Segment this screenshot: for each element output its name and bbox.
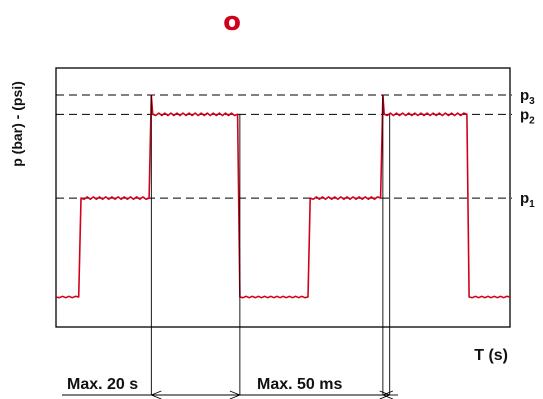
annotation-arrow-end-0 bbox=[229, 390, 241, 399]
plot-frame bbox=[55, 67, 511, 328]
reference-label-p3: p3 bbox=[520, 87, 535, 107]
x-axis-label: T (s) bbox=[474, 347, 508, 364]
annotation-arrow-end-1 bbox=[379, 390, 390, 399]
annotation-arrow-start-1 bbox=[382, 390, 394, 399]
y-axis-label: p (bar) - (psi) bbox=[9, 81, 25, 167]
annotation-label-1: Max. 50 ms bbox=[257, 376, 342, 393]
badge-letter: o bbox=[223, 7, 241, 37]
annotation-label-0: Max. 20 s bbox=[67, 376, 138, 393]
reference-lines bbox=[56, 94, 512, 199]
reference-label-p1: p1 bbox=[520, 190, 535, 210]
signal-trace bbox=[55, 94, 511, 299]
signal-series bbox=[55, 94, 511, 299]
annotations: Max. 20 s Max. 50 ms bbox=[62, 95, 398, 399]
annotation-arrow-start-0 bbox=[151, 390, 162, 399]
reference-label-p2: p2 bbox=[520, 106, 535, 126]
